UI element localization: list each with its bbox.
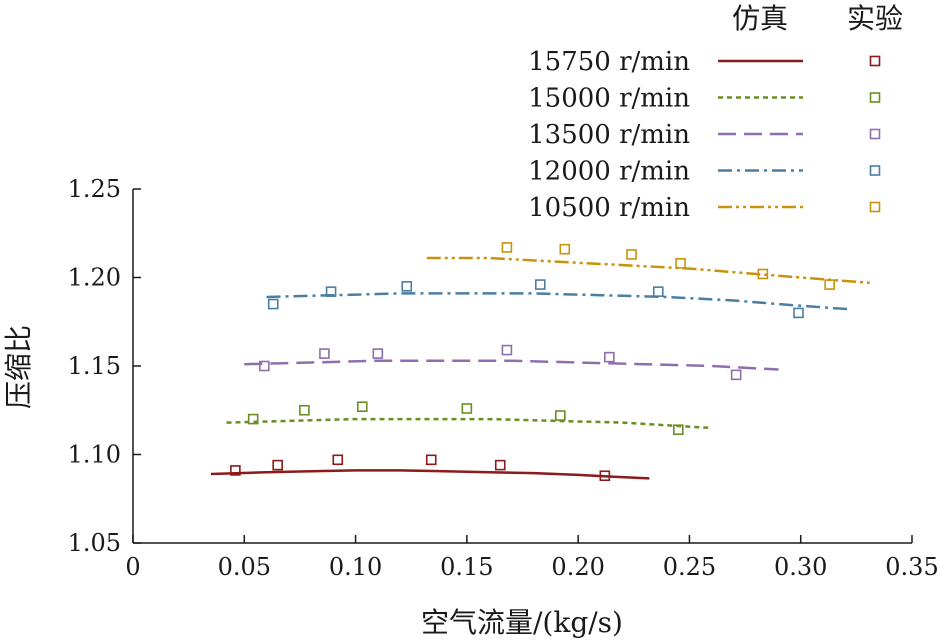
series-3-exp-point	[652, 286, 664, 297]
series-1-exp-point	[299, 404, 310, 416]
series-0-sim-line	[210, 469, 650, 480]
series-3-exp-point	[401, 281, 413, 292]
legend-label-3: 12000 r/min	[528, 157, 690, 187]
series-0-exp-point	[494, 459, 506, 471]
legend-label-2: 13500 r/min	[528, 120, 690, 150]
series-2-exp-point	[501, 344, 513, 356]
x-tick-label: 0.10	[329, 553, 382, 581]
legend-header-sim: 仿真	[732, 2, 788, 35]
legend: 15750 r/min 15000 r/min 13500 r/min 12000 r…	[528, 47, 881, 223]
series-4-exp-point	[626, 249, 637, 260]
series-1-exp-point	[247, 413, 259, 425]
x-tick-label: 0.05	[218, 553, 271, 581]
legend-marker-3	[869, 165, 881, 176]
y-axis-title: 压缩比	[2, 325, 35, 409]
series-0-exp-point	[425, 454, 437, 466]
series-1	[226, 401, 712, 436]
y-tick-label: 1.05	[68, 529, 121, 557]
legend-label-0: 15750 r/min	[528, 47, 690, 77]
legend-marker-1	[869, 92, 881, 103]
series-2-exp-point	[604, 351, 615, 363]
series-1-exp-point	[672, 424, 684, 436]
series-2-exp-point	[372, 348, 384, 359]
series-2-sim-line	[244, 359, 779, 371]
x-tick-label: 0.15	[440, 553, 493, 581]
y-tick-label: 1.25	[68, 175, 121, 203]
series-4-sim-line	[426, 256, 870, 285]
legend-marker-4	[869, 201, 881, 213]
y-tick-label: 1.15	[68, 352, 121, 380]
series-3	[266, 279, 852, 319]
series-3-sim-line	[266, 292, 852, 311]
series-1-exp-point	[555, 410, 566, 421]
x-tick-label: 0.25	[663, 553, 716, 581]
series-0-exp-point	[230, 465, 241, 476]
legend-label-4: 10500 r/min	[528, 193, 690, 223]
series-4-exp-point	[501, 242, 513, 253]
series-layer	[210, 242, 870, 482]
series-1-exp-point	[356, 401, 368, 413]
legend-marker-0	[869, 55, 881, 67]
series-3-exp-point	[325, 286, 337, 297]
series-4-exp-point	[824, 279, 835, 290]
x-tick-label: 0	[125, 553, 140, 581]
series-0-exp-point	[599, 470, 611, 482]
legend-label-1: 15000 r/min	[528, 84, 690, 114]
series-2-exp-point	[730, 369, 742, 381]
series-4-exp-point	[757, 268, 769, 280]
series-2-exp-point	[259, 360, 270, 372]
axes: 0 0.05 0.10 0.15 0.20 0.25 0.30 0.35 1.05 1.10 1.1…	[68, 175, 939, 581]
y-tick-label: 1.20	[68, 264, 121, 292]
x-tick-label: 0.20	[551, 553, 604, 581]
legend-header-exp: 实验	[847, 2, 903, 35]
legend-marker-2	[869, 128, 881, 140]
series-0	[210, 454, 650, 482]
series-2	[244, 344, 779, 381]
series-3-exp-point	[793, 307, 804, 319]
series-3-exp-point	[267, 298, 279, 310]
series-0-exp-point	[272, 459, 283, 471]
y-tick-label: 1.10	[68, 441, 121, 469]
series-4-exp-point	[675, 258, 686, 269]
x-tick-label: 0.35	[885, 553, 938, 581]
series-3-exp-point	[535, 279, 546, 290]
series-2-exp-point	[319, 348, 330, 359]
series-4-exp-point	[559, 243, 571, 255]
x-tick-label: 0.30	[774, 553, 827, 581]
x-axis-title: 空气流量/(kg/s)	[421, 606, 623, 639]
series-1-sim-line	[226, 417, 712, 430]
series-1-exp-point	[461, 403, 473, 414]
series-0-exp-point	[332, 454, 344, 466]
series-4	[426, 242, 870, 290]
